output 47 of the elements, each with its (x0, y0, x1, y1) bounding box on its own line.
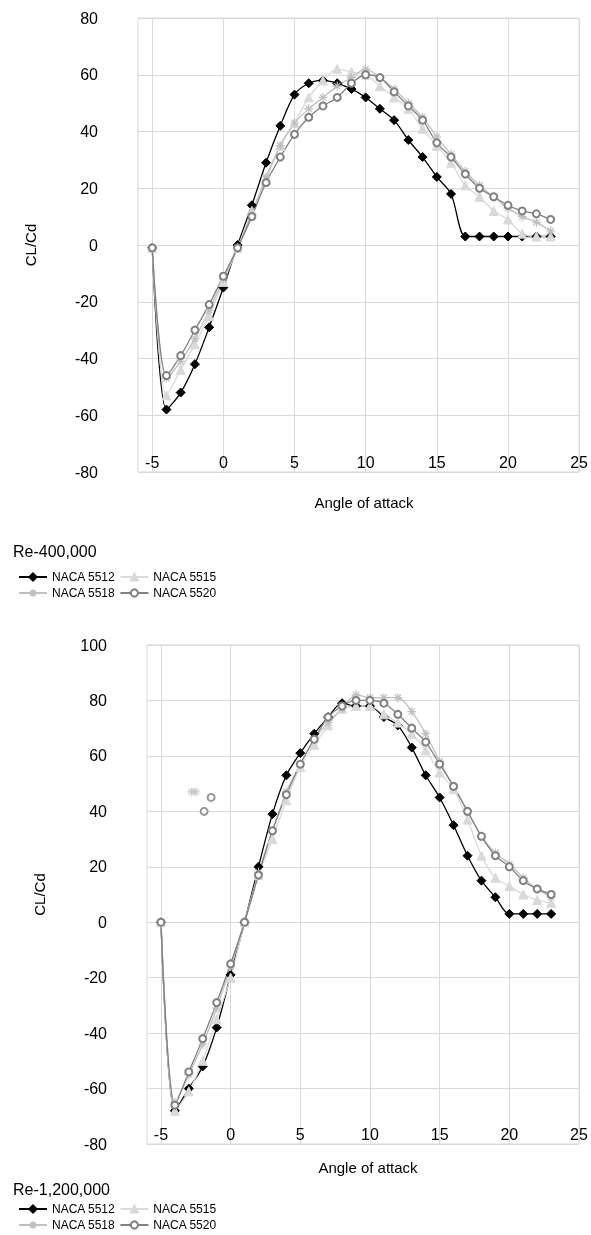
x-tick-label: 10 (361, 1125, 379, 1143)
x-axis-title: Angle of attack (314, 494, 415, 511)
y-tick-label: 40 (89, 802, 108, 820)
y-tick-label: -20 (83, 969, 108, 987)
text: Re-400,000 (13, 542, 97, 560)
y-tick-label: -80 (83, 1135, 108, 1153)
legend-label: NACA 5520 (153, 1218, 217, 1232)
legend-label: NACA 5518 (52, 586, 116, 600)
y-tick-label: -40 (83, 1024, 108, 1042)
x-tick-label: 0 (218, 453, 228, 471)
y-tick-label: -60 (83, 1080, 108, 1098)
x-tick-label: 20 (499, 453, 517, 471)
x-tick-label: 0 (226, 1125, 236, 1143)
y-tick-label: -60 (74, 406, 99, 424)
x-tick-label: 20 (500, 1125, 519, 1143)
y-tick-label: 0 (89, 236, 99, 254)
x-tick-label: 5 (290, 453, 300, 471)
x-tick-label: 25 (570, 453, 589, 471)
legend-label: NACA 5512 (52, 570, 116, 584)
y-tick-label: 60 (80, 66, 99, 84)
y-tick-label: 80 (80, 9, 99, 27)
legend-label: NACA 5515 (153, 1202, 217, 1216)
x-tick-label: 25 (570, 1125, 588, 1143)
text: Re-1,200,000 (13, 1180, 111, 1198)
y-tick-label: 20 (89, 858, 108, 876)
y-tick-label: 20 (80, 179, 99, 197)
y-tick-label: 80 (89, 691, 108, 709)
y-tick-label: 100 (80, 636, 108, 654)
x-tick-label: -5 (145, 453, 160, 471)
x-axis-title: Angle of attack (318, 1159, 419, 1176)
x-tick-label: 10 (356, 453, 375, 471)
y-tick-label: 40 (80, 123, 99, 140)
legend-label: NACA 5518 (52, 1218, 116, 1232)
y-tick-label: -80 (74, 463, 99, 481)
legend-label: NACA 5520 (153, 586, 217, 600)
y-axis-title: CL/Cd (22, 223, 39, 267)
y-tick-label: 60 (89, 747, 108, 765)
y-tick-label: -40 (74, 350, 99, 367)
x-tick-label: 5 (295, 1125, 305, 1143)
y-tick-label: -20 (74, 293, 99, 311)
y-tick-label: 0 (98, 913, 108, 931)
legend-label: NACA 5512 (52, 1202, 116, 1216)
x-tick-label: 15 (427, 453, 446, 471)
x-tick-label: -5 (153, 1125, 169, 1143)
y-axis-title: CL/Cd (31, 873, 48, 916)
legend-label: NACA 5515 (153, 570, 217, 584)
x-tick-label: 15 (430, 1125, 449, 1143)
